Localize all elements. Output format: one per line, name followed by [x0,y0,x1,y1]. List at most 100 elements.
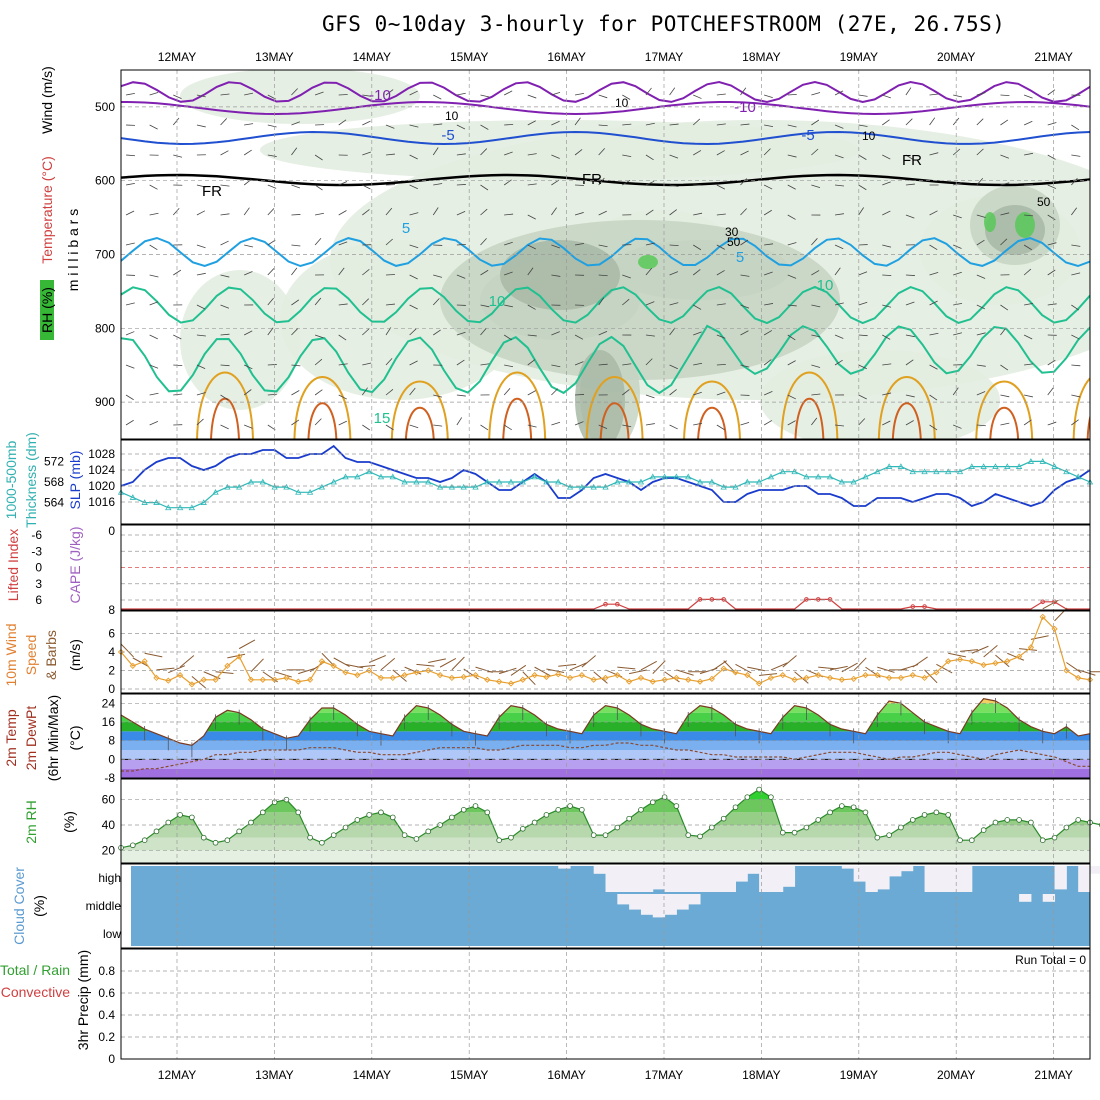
rh-point [744,794,751,800]
wind-tick-label: 6 [108,627,115,641]
wind10m-point [165,677,172,684]
wind-barb [149,91,159,96]
thickness-point [850,478,857,485]
wind-barb [1047,387,1054,396]
wind-barb [622,154,632,157]
rh-point [909,817,916,823]
cape-point [804,597,809,602]
wind-barb [787,184,796,190]
temp-band [121,750,1090,760]
cape-frame [120,524,1091,611]
thickness-point [803,473,810,480]
wind-barb [598,177,605,186]
wind-barb [432,147,439,156]
wind-barb [834,424,845,427]
wind-barb [740,87,747,96]
wind-barb [764,124,774,127]
rh-point [342,824,349,831]
wind-barb [645,423,655,426]
wind10m-point [295,678,302,685]
wind10m-barb [156,667,175,671]
wind-barb [929,364,938,370]
wind-barb [1071,364,1081,367]
wind-barb [693,362,703,366]
thickness-point [330,478,337,485]
cape-tick-label: 8 [108,603,115,617]
wind-barb [1000,182,1010,186]
wind-barb [220,240,229,246]
wind10m-point [1051,625,1058,633]
wind-barb [811,304,821,308]
wind-barb [929,394,938,401]
wind-barb [1047,184,1057,189]
side-label-temperature: Temperature (°C) [39,156,55,264]
thickness-point [933,468,940,475]
temp-contour-25-7 [891,402,922,439]
wind-barb [858,207,864,216]
wind-barb [338,181,348,186]
side-label-precip: 3hr Precip (mm) [75,950,91,1050]
wind10m-barb [144,652,163,658]
thickness-point [685,473,692,480]
wind-barb [362,184,371,190]
wind-barb [504,213,514,216]
wind-barb [196,304,206,310]
wind10m-barb [948,652,966,658]
cloud-middle-cell [640,894,654,915]
rh-label: 10 [862,129,876,143]
wind-barb [740,239,749,246]
wind10m-barb [558,663,577,667]
temp-contour-25-5 [697,407,727,439]
cape-point [827,597,833,602]
wind-barb [1047,89,1056,96]
rh-point [413,836,420,842]
rh-point [850,804,857,811]
wind-barb [692,269,701,276]
thickness-point [945,468,952,475]
wind-barb [503,424,512,431]
temp-contour-minus10-a [121,80,1090,104]
wind-barb [574,212,584,216]
wind-barb [480,424,489,431]
wind-barb [433,183,443,186]
wind-barb [291,214,301,216]
wind10m-point [614,671,621,679]
wind-barb [858,154,867,160]
slp-tick-label: 1016 [88,495,115,509]
wind-barb [1071,207,1078,216]
wind10m-barb [936,663,953,674]
wind-barb [291,299,300,306]
wind10m-barb [877,666,895,673]
wind10m-barb [1042,599,1059,610]
wind-barb [693,150,702,156]
contour-label: 10 [489,293,506,310]
wind-barb [267,393,277,396]
rh-frame [120,778,1091,864]
wind10m-point [862,671,869,679]
wind-barb [740,123,750,126]
wind-barb [905,301,915,306]
wind-barb [125,210,135,216]
wind10m-point [460,673,467,681]
wind-barb [527,304,536,310]
wind-barb [740,364,750,368]
wind-barb [503,387,511,396]
wind10m-barb [321,652,335,667]
thickness-point [448,483,456,490]
wind10m-point [1004,658,1011,665]
wind-barb [220,118,228,126]
cloud-high-cell [711,866,725,892]
cloud-high-cell [629,866,642,892]
thickness-point [767,473,775,480]
thickness-point [495,478,503,485]
rh-point [366,812,372,818]
top-date-label: 14MAY [353,50,391,64]
wind10m-point [850,675,857,682]
wind-barb [976,118,984,126]
dewpt-line [121,742,1090,772]
wind-barb [362,94,372,97]
wind-barb [385,327,392,336]
side-label-rh2m: 2m RH [23,800,39,844]
wind-barb [645,154,654,161]
